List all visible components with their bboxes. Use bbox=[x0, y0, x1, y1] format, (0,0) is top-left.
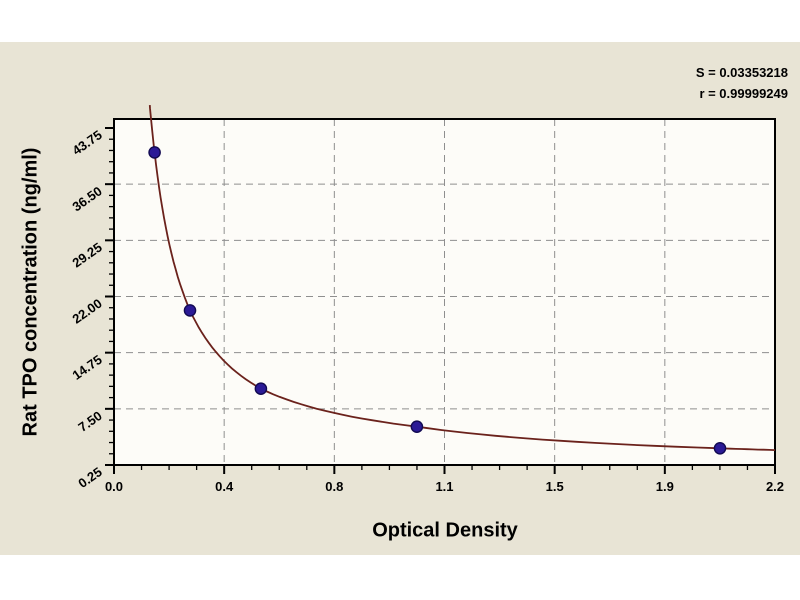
y-tick-labels: 0.25 7.50 14.75 22.00 29.25 36.50 43.75 bbox=[69, 127, 104, 491]
svg-text:1.5: 1.5 bbox=[546, 479, 564, 494]
svg-text:43.75: 43.75 bbox=[69, 127, 104, 158]
data-points bbox=[148, 146, 727, 455]
y-axis-title: Rat TPO concentration (ng/ml) bbox=[19, 147, 42, 437]
svg-text:2.2: 2.2 bbox=[766, 479, 784, 494]
data-point bbox=[183, 304, 197, 317]
plot-frame bbox=[113, 118, 776, 466]
svg-text:0.0: 0.0 bbox=[105, 479, 123, 494]
stat-standard-error: S = 0.03353218 bbox=[695, 65, 788, 80]
data-point bbox=[148, 146, 161, 159]
data-point bbox=[713, 441, 727, 455]
x-tick-labels: 0.0 0.4 0.8 1.1 1.5 1.9 2.2 bbox=[105, 479, 784, 494]
data-point bbox=[254, 382, 268, 396]
svg-text:1.1: 1.1 bbox=[435, 479, 453, 494]
svg-text:0.25: 0.25 bbox=[75, 464, 104, 491]
svg-text:1.9: 1.9 bbox=[656, 479, 674, 494]
svg-text:14.75: 14.75 bbox=[69, 352, 104, 383]
svg-text:7.50: 7.50 bbox=[75, 408, 104, 435]
gridlines bbox=[114, 119, 775, 465]
svg-text:0.8: 0.8 bbox=[325, 479, 343, 494]
svg-text:22.00: 22.00 bbox=[69, 296, 104, 327]
svg-text:29.25: 29.25 bbox=[69, 240, 104, 271]
svg-text:0.4: 0.4 bbox=[215, 479, 234, 494]
data-point bbox=[410, 420, 424, 434]
stat-correlation-coefficient: r = 0.99999249 bbox=[699, 86, 788, 101]
svg-text:36.50: 36.50 bbox=[69, 183, 104, 214]
fit-statistics: S = 0.03353218 r = 0.99999249 bbox=[696, 62, 788, 104]
x-axis-title: Optical Density bbox=[372, 519, 518, 542]
